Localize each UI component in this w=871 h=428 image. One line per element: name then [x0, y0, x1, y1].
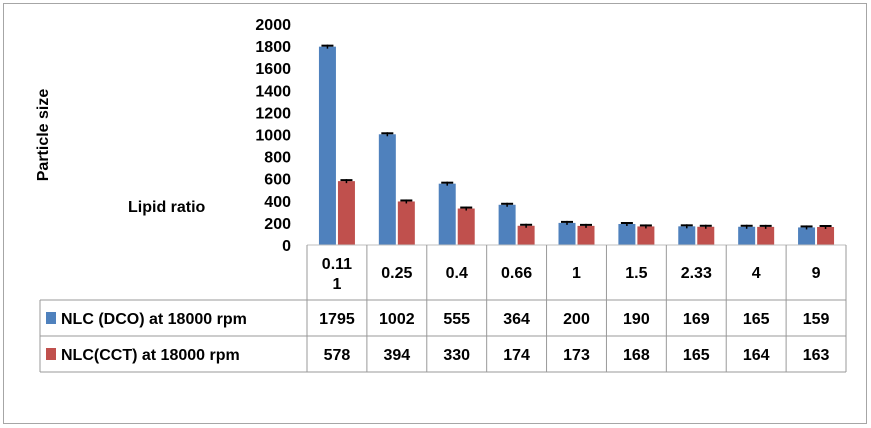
data-table-value: 394	[383, 347, 410, 364]
legend-swatch	[46, 312, 56, 324]
y-tick-label: 1200	[255, 105, 291, 122]
chart-frame	[3, 3, 867, 424]
y-tick-label: 600	[264, 172, 291, 189]
data-table-value: 169	[683, 311, 710, 328]
legend-entry: NLC (DCO) at 18000 rpm	[61, 311, 247, 328]
data-table-value: 165	[743, 311, 770, 328]
x-tick-label: 9	[812, 265, 821, 282]
bar	[457, 208, 475, 245]
x-tick-label: 0.11 1	[322, 256, 352, 293]
data-table-value: 164	[743, 347, 770, 364]
data-table-value: 200	[563, 311, 590, 328]
data-table-value: 168	[623, 347, 650, 364]
legend-entry: NLC(CCT) at 18000 rpm	[61, 347, 240, 364]
y-tick-label: 1800	[255, 39, 291, 56]
bar	[438, 183, 456, 245]
data-table-value: 330	[443, 347, 470, 364]
x-tick-label: 0.66	[501, 265, 532, 282]
bar	[337, 181, 355, 245]
x-tick-label: 2.33	[681, 265, 712, 282]
y-tick-label: 1400	[255, 83, 291, 100]
bar	[618, 224, 636, 245]
bar	[378, 134, 396, 245]
bar	[517, 225, 535, 245]
bar	[558, 222, 576, 245]
y-tick-label: 800	[264, 150, 291, 167]
y-tick-label: 1000	[255, 128, 291, 145]
bar	[318, 46, 336, 246]
x-tick-label: 1	[572, 265, 581, 282]
y-tick-label: 2000	[255, 17, 291, 34]
bar	[577, 225, 595, 245]
x-tick-label: 4	[752, 265, 761, 282]
bar	[678, 226, 696, 245]
data-table-value: 173	[563, 347, 590, 364]
bar	[697, 226, 715, 245]
y-tick-label: 1600	[255, 61, 291, 78]
data-table-value: 165	[683, 347, 710, 364]
x-tick-label: 1.5	[625, 265, 647, 282]
data-table-value: 190	[623, 311, 650, 328]
data-table-value: 1002	[379, 311, 415, 328]
y-tick-label: 400	[264, 194, 291, 211]
x-tick-label: 0.25	[381, 265, 412, 282]
data-table-value: 159	[803, 311, 830, 328]
x-tick-label: 0.4	[446, 265, 468, 282]
data-table-value: 163	[803, 347, 830, 364]
bar	[817, 226, 835, 245]
bar	[738, 226, 756, 245]
data-table-value: 555	[443, 311, 470, 328]
bar	[498, 204, 516, 245]
y-axis-title: Particle size	[35, 89, 52, 182]
data-table-value: 174	[503, 347, 530, 364]
bar	[637, 226, 655, 245]
bar	[757, 226, 775, 245]
bar	[798, 227, 816, 245]
x-axis-title: Lipid ratio	[128, 199, 206, 216]
data-table-value: 578	[324, 347, 351, 364]
bar	[397, 201, 415, 245]
data-table-value: 1795	[319, 311, 355, 328]
data-table-value: 364	[503, 311, 530, 328]
legend-swatch	[46, 348, 56, 360]
y-tick-label: 200	[264, 216, 291, 233]
y-tick-label: 0	[282, 238, 291, 255]
